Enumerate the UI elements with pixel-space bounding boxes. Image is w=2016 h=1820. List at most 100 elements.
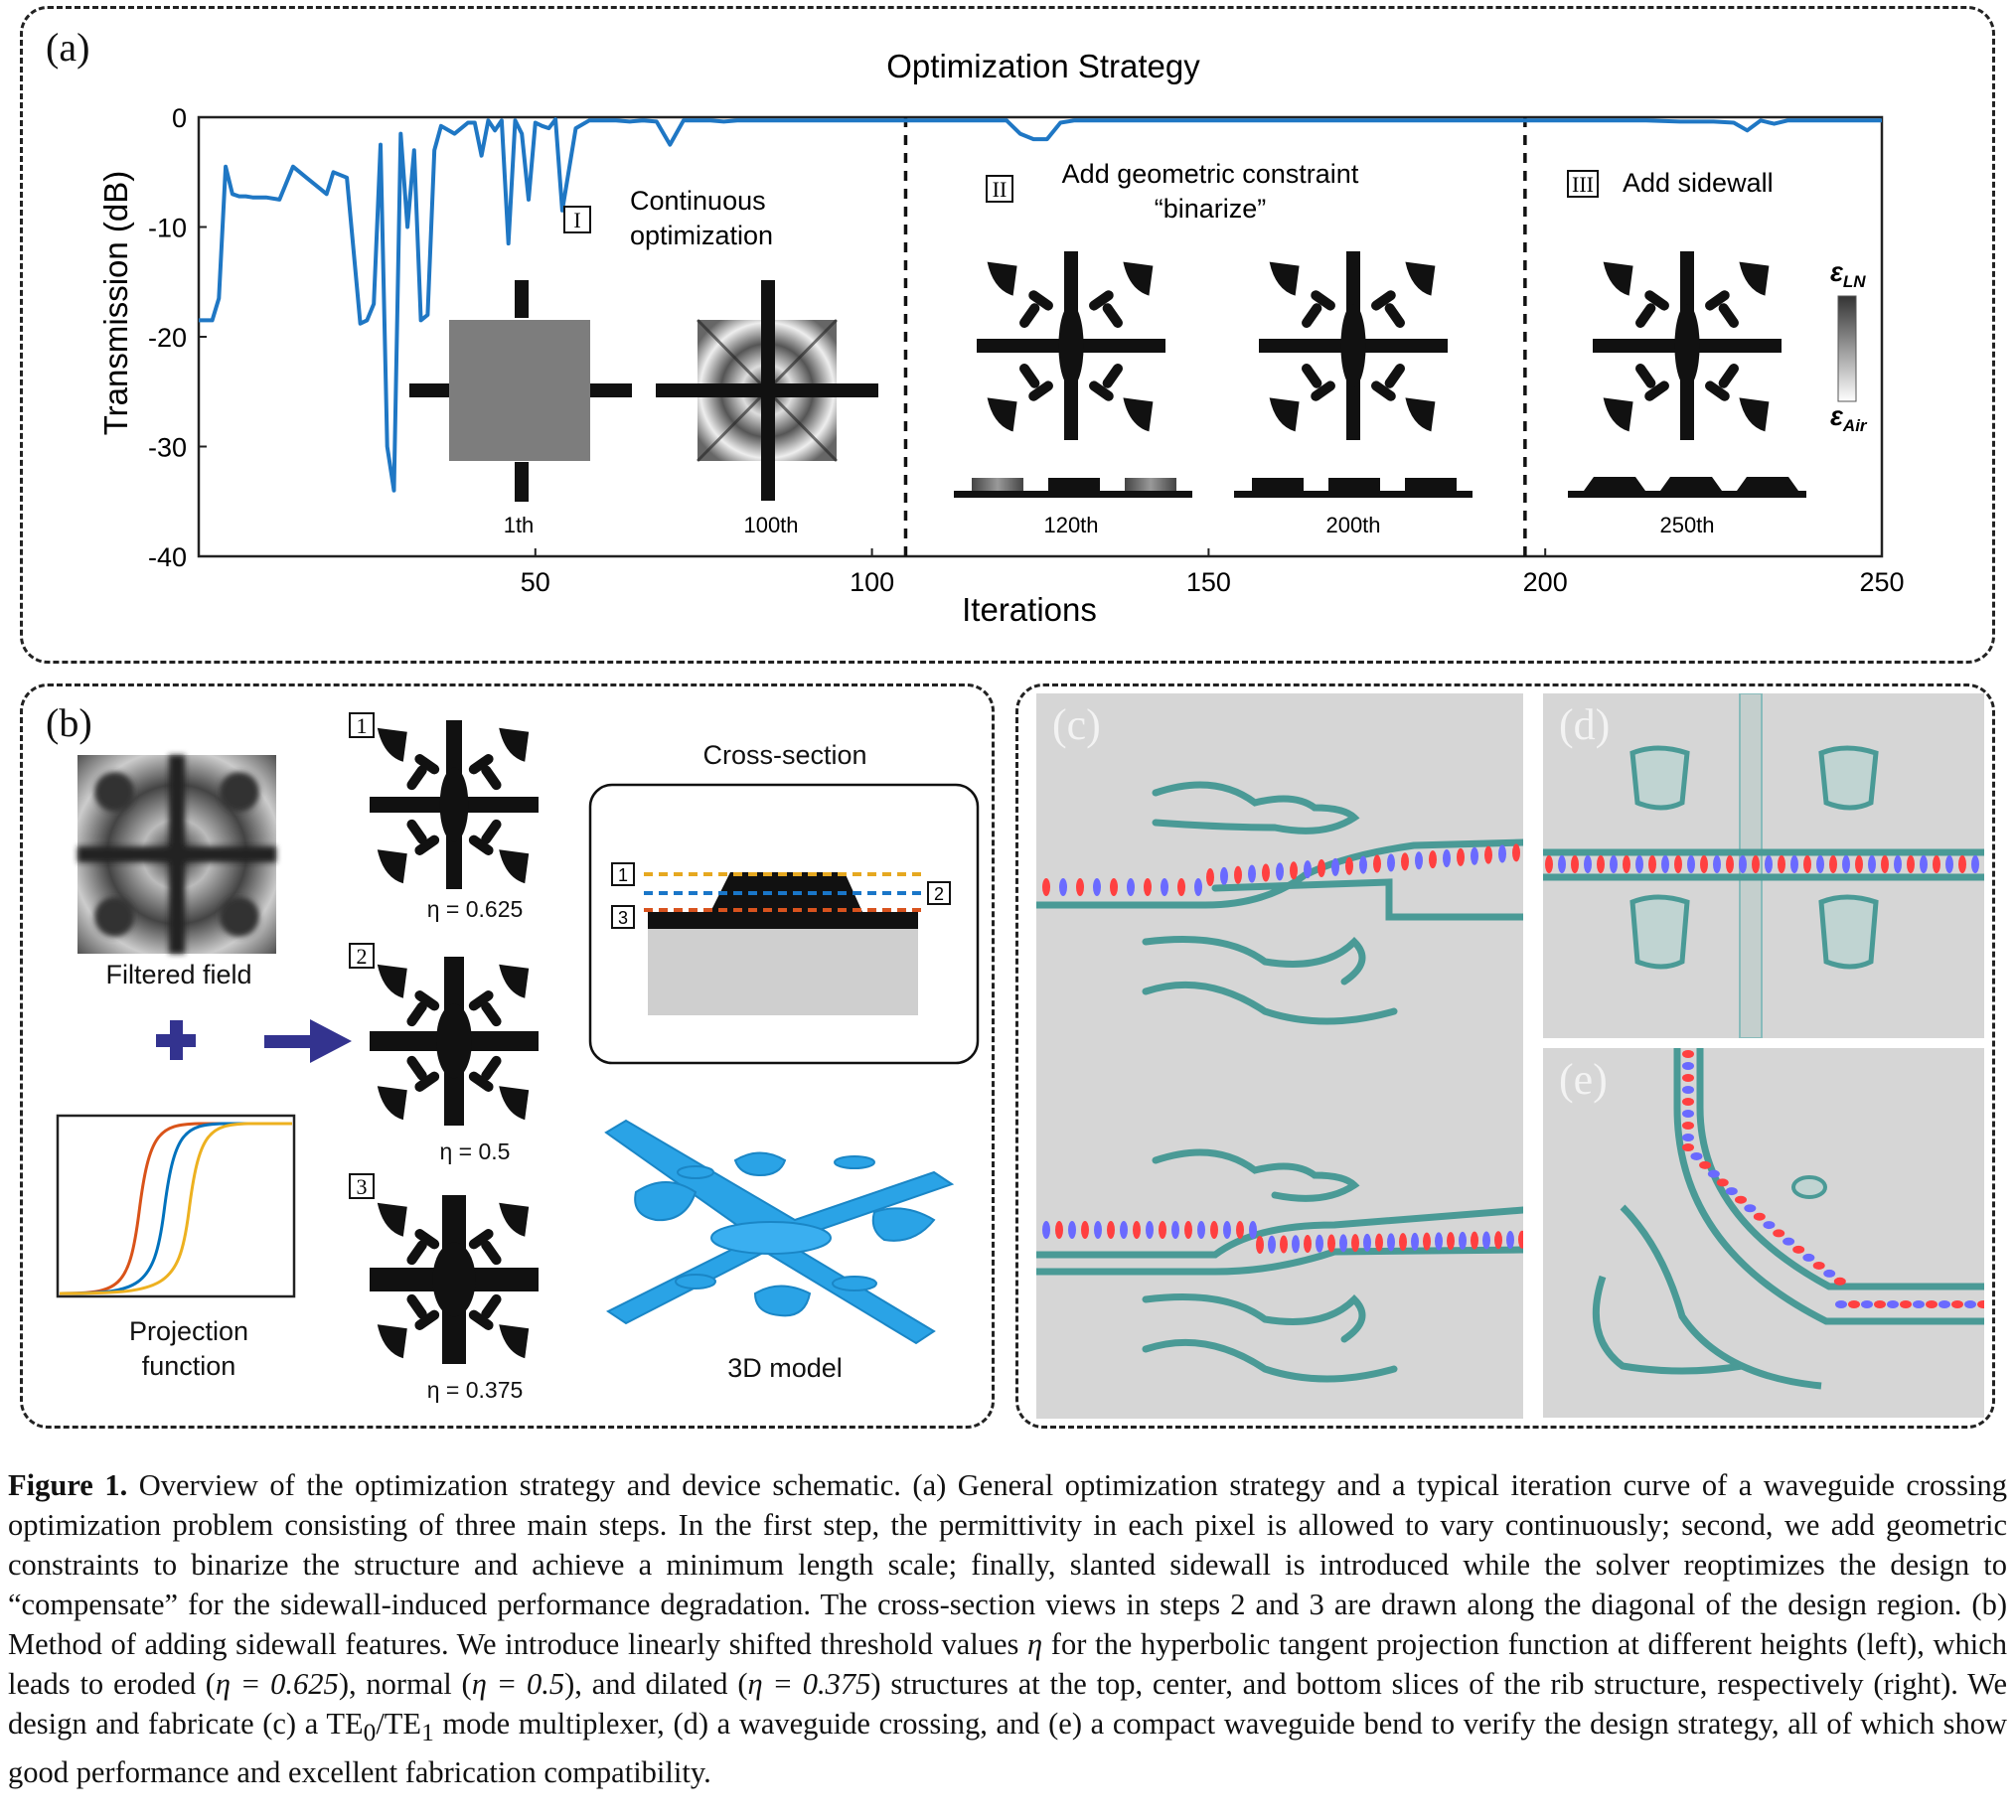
cross-section-250th xyxy=(1568,477,1806,498)
step-III-roman: III xyxy=(1572,172,1594,197)
snapshot-200th xyxy=(1259,251,1448,440)
svg-text:3: 3 xyxy=(618,908,628,928)
mode-lobe xyxy=(1571,855,1579,873)
snapshot-label-100th: 100th xyxy=(743,513,798,537)
step-II-roman: II xyxy=(993,177,1008,202)
mode-lobe xyxy=(1068,1221,1076,1239)
caption-text-1: Overview of the optimization strategy an… xyxy=(8,1468,2007,1661)
mode-lobe xyxy=(1457,847,1465,866)
mode-lobe xyxy=(1506,1230,1514,1249)
mode-lobe xyxy=(1159,1221,1166,1239)
mode-lobe xyxy=(1411,1232,1419,1251)
mode-lobe xyxy=(1236,1221,1244,1239)
colorbar-bottom-main: ε xyxy=(1830,401,1844,431)
mode-lobe xyxy=(1081,1221,1089,1239)
eta-label-1: η = 0.625 xyxy=(426,896,524,922)
mode-lobe xyxy=(1713,855,1721,873)
mode-lobe xyxy=(1146,1221,1154,1239)
3d-model-label: 3D model xyxy=(727,1353,843,1383)
mode-lobe xyxy=(1482,1231,1490,1250)
mode-lobe xyxy=(1268,1235,1276,1254)
mode-lobe xyxy=(1194,878,1202,896)
mode-lobe xyxy=(1682,1122,1694,1130)
caption-text-4: ), and dilated ( xyxy=(564,1667,748,1701)
mode-lobe xyxy=(1816,855,1824,873)
caption-eta-b: η = 0.5 xyxy=(471,1667,565,1701)
colorbar-bottom-label: εAir xyxy=(1830,401,1868,435)
panel-b-graphics: 1 2 3 1 2 3 xyxy=(56,712,980,1364)
step-I-roman: I xyxy=(573,208,580,232)
mode-lobe xyxy=(1682,1098,1694,1106)
mode-lobe xyxy=(1042,878,1050,896)
mode-lobe xyxy=(1977,1300,1984,1308)
mode-lobe xyxy=(1234,865,1242,884)
micrograph-c-drawing xyxy=(1036,781,1523,1383)
filtered-field-label: Filtered field xyxy=(105,960,252,989)
step-III-box xyxy=(1567,170,1599,198)
mode-lobe xyxy=(1964,1300,1976,1308)
micrograph-e: (e) xyxy=(1543,1048,1984,1418)
mode-lobe xyxy=(1699,1160,1712,1169)
mode-lobe xyxy=(1682,1086,1694,1094)
mode-lobe xyxy=(1248,864,1256,883)
mode-lobe xyxy=(1276,862,1284,881)
caption-text-2: for the hyperbolic tangent projection fu… xyxy=(8,1627,2007,1701)
mode-lobe xyxy=(1318,859,1325,878)
mode-lobe xyxy=(1249,1221,1257,1239)
mode-lobe xyxy=(1739,855,1747,873)
panel-c-label: (c) xyxy=(1052,700,1101,749)
mode-lobe xyxy=(1623,855,1630,873)
snapshot-100th xyxy=(656,280,878,501)
mode-lobe xyxy=(1900,1300,1912,1308)
y-axis-label: Transmission (dB) xyxy=(97,171,134,436)
mode-lobe xyxy=(1802,1253,1815,1262)
mode-lobe xyxy=(1812,1261,1825,1270)
mode-lobe xyxy=(1725,1187,1738,1196)
eta-label-2: η = 0.5 xyxy=(439,1138,511,1164)
step-I-text-1: Continuous xyxy=(630,186,766,216)
mode-lobe xyxy=(1783,1237,1795,1246)
cross-section-title: Cross-section xyxy=(702,740,867,770)
panel-e-label: (e) xyxy=(1559,1055,1608,1104)
mode-field-d xyxy=(1545,855,1979,873)
mode-lobe xyxy=(1304,860,1312,879)
mode-lobe xyxy=(1763,1221,1776,1230)
cross-section-drawing xyxy=(644,872,924,1015)
svg-text:1: 1 xyxy=(618,865,628,885)
mode-lobe xyxy=(1435,1232,1443,1251)
mode-lobe xyxy=(1518,1230,1523,1249)
mode-lobe xyxy=(1842,855,1850,873)
filtered-field-image xyxy=(78,755,276,954)
mode-lobe xyxy=(1292,1235,1300,1254)
mode-lobe xyxy=(1471,1231,1478,1250)
mode-lobe xyxy=(1443,848,1451,867)
mode-lobe xyxy=(1833,1277,1846,1286)
panel-a-frame xyxy=(20,6,1995,664)
mode-lobe xyxy=(1933,855,1940,873)
eta-index-box-3: 3 xyxy=(349,1173,375,1199)
mode-lobe xyxy=(1373,854,1381,873)
mode-lobe xyxy=(1790,855,1798,873)
caption-eta-c: η = 0.375 xyxy=(747,1667,871,1701)
panel-a-chart: Optimization Strategy Transmission (dB) … xyxy=(97,48,1905,628)
mode-lobe xyxy=(1059,878,1067,896)
mode-lobe xyxy=(1597,855,1605,873)
mode-lobe xyxy=(1778,855,1785,873)
mode-lobe xyxy=(1610,855,1618,873)
y-ticks: 0 -10 -20 -30 -40 xyxy=(148,103,207,572)
mode-lobe xyxy=(1773,1229,1785,1238)
transmission-curve xyxy=(199,117,1882,493)
mode-lobe xyxy=(1280,1235,1288,1254)
y-tick-label: -20 xyxy=(148,323,187,353)
panel-b-label: (b) xyxy=(46,700,92,745)
mode-lobe xyxy=(1752,855,1760,873)
caption-eta: η xyxy=(1027,1627,1043,1661)
mode-lobe xyxy=(1304,1235,1312,1254)
mode-lobe xyxy=(1558,855,1566,873)
caption-eta-a: η = 0.625 xyxy=(215,1667,339,1701)
mode-lobe xyxy=(1177,878,1185,896)
mode-lobe xyxy=(1887,1300,1899,1308)
mode-lobe xyxy=(1363,1233,1371,1252)
x-tick-label: 100 xyxy=(850,567,894,597)
mode-lobe xyxy=(1133,1221,1141,1239)
